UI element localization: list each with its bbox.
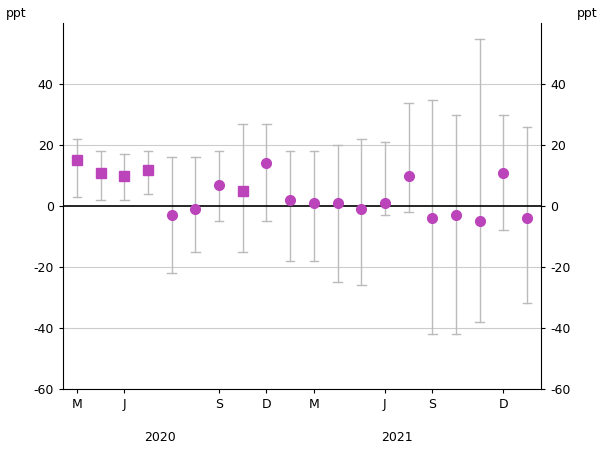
Text: 2021: 2021 xyxy=(381,431,413,445)
Text: ppt: ppt xyxy=(6,7,27,20)
Text: 2020: 2020 xyxy=(144,431,176,445)
Text: ppt: ppt xyxy=(577,7,598,20)
